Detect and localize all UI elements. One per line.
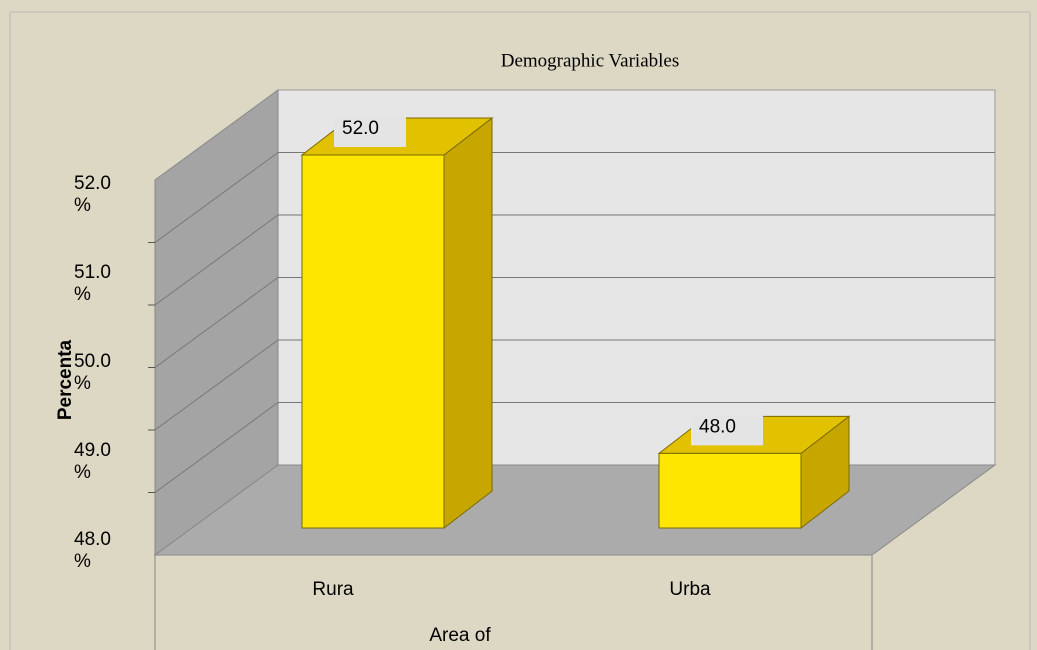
y-axis-label: Percenta	[55, 339, 76, 420]
y-tick-label: 52.0%	[74, 173, 111, 216]
marks	[154, 116, 995, 530]
grid-line	[154, 402, 279, 493]
value-label: 52.0	[342, 118, 379, 139]
y-tick-label: 50.0%	[74, 351, 111, 394]
bar-side	[443, 116, 493, 530]
bar	[658, 452, 802, 529]
bar	[301, 154, 445, 529]
grid-line	[154, 339, 279, 431]
y-tick-label: 51.0%	[74, 262, 111, 305]
value-label-box	[334, 117, 406, 147]
y-tick-label: 48.0%	[74, 529, 111, 572]
value-label: 48.0	[699, 416, 736, 437]
y-tick-label: 49.0%	[74, 440, 111, 483]
chart-title: Demographic Variables	[501, 50, 680, 71]
axis-panel	[154, 554, 873, 650]
grid-line	[154, 277, 279, 368]
grid-line	[154, 152, 279, 243]
floor	[153, 464, 997, 556]
x-tick-label: Urba	[669, 579, 711, 600]
grid-line	[154, 214, 279, 306]
x-axis-label: Area of	[429, 625, 491, 646]
value-label-box	[691, 415, 763, 446]
x-tick-label: Rura	[312, 579, 354, 600]
